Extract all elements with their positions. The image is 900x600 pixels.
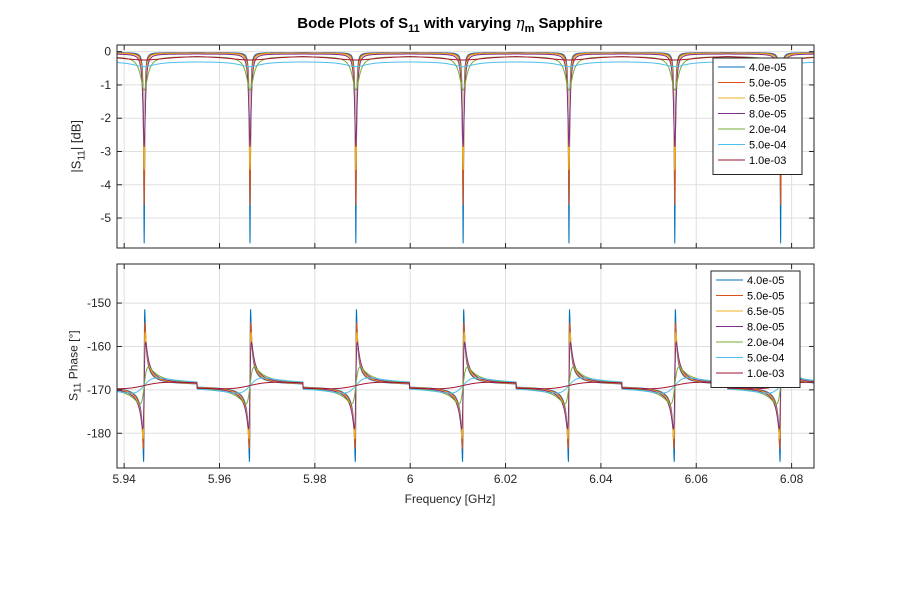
phase-series-5.0e-04: [117, 377, 814, 394]
magnitude-legend-entry: 1.0e-03: [749, 155, 786, 167]
phase-y-tick-label: -180: [87, 426, 111, 440]
magnitude-y-tick-label: -1: [100, 78, 111, 92]
phase-x-tick-label: 5.96: [208, 472, 232, 486]
magnitude-y-axis-label: |S11| [dB]: [68, 120, 88, 173]
phase-series-1.0e-03: [117, 381, 814, 390]
magnitude-series-group: [117, 52, 814, 244]
magnitude-legend-box: [712, 57, 803, 175]
phase-legend-entry: 8.0e-05: [747, 322, 784, 334]
magnitude-y-tick-label: -5: [100, 211, 111, 225]
magnitude-legend-entry: 8.0e-05: [749, 109, 786, 121]
magnitude-tick-marks: [117, 45, 814, 248]
magnitude-axes: 0 -1 -2 -3 -4 -5 4.0e-05 5.0e-05 6.5e-05 8.0e-05 2…: [100, 44, 815, 249]
phase-legend-entry: 1.0e-03: [747, 368, 784, 380]
magnitude-legend: 4.0e-05 5.0e-05 6.5e-05 8.0e-05 2.0e-04 5.0e-…: [712, 57, 803, 175]
phase-tick-marks: [117, 264, 814, 468]
magnitude-legend-entry: 5.0e-05: [749, 78, 786, 90]
phase-legend-entry: 5.0e-04: [747, 353, 784, 365]
phase-legend: 4.0e-05 5.0e-05 6.5e-05 8.0e-05 2.0e-04 5.0e-…: [710, 270, 801, 388]
magnitude-legend-entry: 2.0e-04: [749, 124, 786, 136]
figure-title: Bode Plots of S11 with varying ηm Sapphi…: [297, 14, 603, 35]
phase-axes-box: [116, 263, 815, 469]
magnitude-legend-entry: 5.0e-04: [749, 140, 786, 152]
phase-x-tick-label: 6.04: [589, 472, 613, 486]
phase-y-axis-label: S11 Phase [°]: [66, 330, 84, 401]
phase-axes: -150 -160 -170 -180 5.94 5.96 5.98 6 6.02 6.04 6.0…: [87, 263, 815, 486]
magnitude-legend-entry: 4.0e-05: [749, 62, 786, 74]
phase-grid: [117, 264, 814, 468]
magnitude-y-tick-label: -4: [100, 178, 111, 192]
phase-x-tick-label: 5.98: [303, 472, 327, 486]
phase-y-tick-label: -170: [87, 383, 111, 397]
phase-x-tick-label: 5.94: [112, 472, 136, 486]
phase-legend-entry: 6.5e-05: [747, 306, 784, 318]
magnitude-y-tick-label: -3: [100, 144, 111, 158]
magnitude-y-tick-label: -2: [100, 111, 111, 125]
phase-legend-box: [710, 270, 801, 388]
phase-x-tick-label: 6: [407, 472, 414, 486]
phase-x-tick-label: 6.06: [685, 472, 709, 486]
phase-y-tick-label: -160: [87, 339, 111, 353]
magnitude-axes-box: [116, 44, 815, 249]
magnitude-grid: [117, 45, 814, 248]
phase-legend-entry: 5.0e-05: [747, 291, 784, 303]
phase-legend-entry: 2.0e-04: [747, 337, 784, 349]
magnitude-series-1.0e-03: [117, 56, 814, 61]
x-axis-label: Frequency [GHz]: [404, 492, 496, 506]
phase-series-group: [117, 309, 814, 462]
phase-legend-entry: 4.0e-05: [747, 275, 784, 287]
phase-x-tick-label: 6.08: [780, 472, 804, 486]
magnitude-series-5.0e-04: [117, 61, 814, 68]
magnitude-y-tick-label: 0: [104, 45, 111, 59]
phase-plot-area: [117, 264, 814, 468]
phase-x-tick-label: 6.02: [494, 472, 518, 486]
magnitude-legend-entry: 6.5e-05: [749, 93, 786, 105]
phase-y-tick-label: -150: [87, 296, 111, 310]
